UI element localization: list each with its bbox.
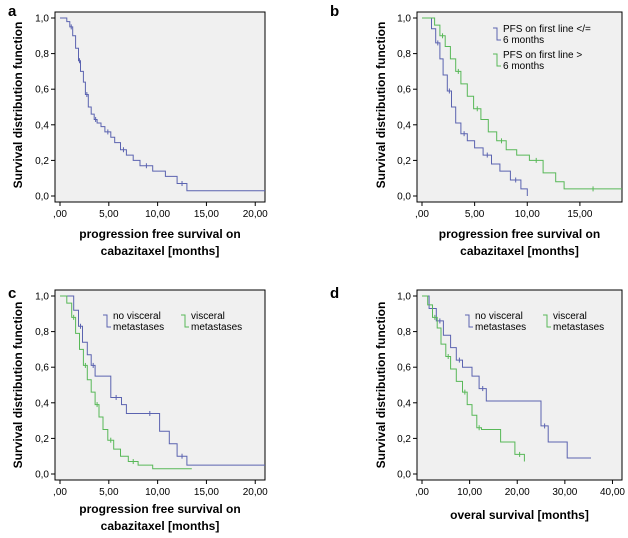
legend-label: visceral <box>553 311 587 322</box>
y-axis-label: Survival distribution function <box>11 302 25 469</box>
legend-label: metastases <box>191 322 242 333</box>
legend-label: visceral <box>191 311 225 322</box>
y-tick-label: 1,0 <box>397 14 411 25</box>
legend-label: 6 months <box>503 35 544 46</box>
y-tick-label: 0,8 <box>35 49 49 60</box>
plot-area <box>54 289 266 481</box>
x-tick-label: 15,00 <box>194 209 219 220</box>
legend-swatch <box>465 314 473 328</box>
y-tick-label: 0,4 <box>35 398 49 409</box>
y-axis-label: Survival distribution function <box>374 302 388 469</box>
legend-label: 6 months <box>503 61 544 72</box>
x-tick-label: 10,00 <box>457 487 482 498</box>
legend-swatch <box>103 314 111 328</box>
legend-label: metastases <box>553 322 604 333</box>
x-tick-label: 20,00 <box>243 209 268 220</box>
panel-letter: a <box>8 3 17 20</box>
panel-letter: b <box>330 3 339 20</box>
y-tick-label: 0,4 <box>397 398 411 409</box>
x-tick-label: ,00 <box>53 209 67 220</box>
series-line <box>422 295 591 459</box>
series-line <box>422 17 528 196</box>
y-tick-label: 0,6 <box>35 85 49 96</box>
y-tick-label: 0,2 <box>397 156 411 167</box>
y-tick-label: 0,0 <box>35 470 49 481</box>
x-tick-label: 10,00 <box>145 209 170 220</box>
legend-label: no visceral <box>475 311 523 322</box>
series-line <box>60 295 265 466</box>
y-axis-label: Survival distribution function <box>11 22 25 189</box>
y-tick-label: 0,8 <box>35 327 49 338</box>
x-tick-label: 40,00 <box>600 487 625 498</box>
x-tick-label: ,00 <box>415 487 429 498</box>
x-tick-label: 5,00 <box>99 487 119 498</box>
y-tick-label: 0,6 <box>35 363 49 374</box>
y-tick-label: 0,6 <box>397 363 411 374</box>
x-tick-label: 5,00 <box>465 209 485 220</box>
y-tick-label: 0,0 <box>397 470 411 481</box>
x-tick-label: ,00 <box>415 209 429 220</box>
x-axis-label: progression free survival on <box>79 227 240 241</box>
x-tick-label: ,00 <box>53 487 67 498</box>
x-axis-label: progression free survival on <box>439 227 600 241</box>
panel-d: d 0,0 0,2 0,4 0,6 0,8 1,0 ,00 10,00 20,00 30,00 40,… <box>330 285 625 522</box>
panel-c: c 0,0 0,2 0,4 0,6 0,8 1,0 ,00 5,00 10,00 15,00 20,0… <box>8 285 268 533</box>
legend-label: metastases <box>113 322 164 333</box>
y-axis-label: Survival distribution function <box>374 22 388 189</box>
legend-swatch <box>543 314 551 328</box>
y-tick-label: 0,8 <box>397 49 411 60</box>
series-line <box>422 295 525 462</box>
x-axis-label: cabazitaxel [months] <box>101 244 220 258</box>
y-tick-label: 0,8 <box>397 327 411 338</box>
legend-label: PFS on first line </= <box>503 24 591 35</box>
x-tick-label: 15,00 <box>194 487 219 498</box>
x-tick-label: 20,00 <box>243 487 268 498</box>
y-tick-label: 0,2 <box>397 434 411 445</box>
y-tick-label: 0,4 <box>35 120 49 131</box>
y-tick-label: 0,2 <box>35 156 49 167</box>
y-tick-label: 0,6 <box>397 85 411 96</box>
series-line <box>422 17 622 190</box>
plot-area <box>54 11 266 203</box>
x-tick-label: 20,00 <box>505 487 530 498</box>
legend-swatch <box>493 27 501 41</box>
panel-b: b 0,0 0,2 0,4 0,6 0,8 1,0 ,00 5,00 10,00 15,00 Surv… <box>330 3 623 258</box>
panel-letter: c <box>8 285 16 302</box>
y-tick-label: 0,0 <box>35 192 49 203</box>
panel-a: a 0,0 0,2 0,4 0,6 0,8 1,0 ,00 5,00 10,00 15,00 20,0… <box>8 3 268 258</box>
x-tick-label: 5,00 <box>99 209 119 220</box>
x-tick-label: 10,00 <box>515 209 540 220</box>
x-axis-label: cabazitaxel [months] <box>460 244 579 258</box>
legend-label: PFS on first line > <box>503 50 582 61</box>
panel-letter: d <box>330 285 339 302</box>
x-tick-label: 30,00 <box>552 487 577 498</box>
legend-label: metastases <box>475 322 526 333</box>
x-axis-label: overal survival [months] <box>450 508 589 522</box>
y-tick-label: 1,0 <box>35 292 49 303</box>
y-tick-label: 1,0 <box>397 292 411 303</box>
series-line <box>60 17 265 192</box>
x-axis-label: progression free survival on <box>79 502 240 516</box>
y-tick-label: 0,0 <box>397 192 411 203</box>
legend-swatch <box>181 314 189 328</box>
y-tick-label: 0,4 <box>397 120 411 131</box>
x-axis-label: cabazitaxel [months] <box>101 519 220 533</box>
y-tick-label: 1,0 <box>35 14 49 25</box>
legend-label: no visceral <box>113 311 161 322</box>
plot-area <box>416 289 623 481</box>
x-tick-label: 15,00 <box>567 209 592 220</box>
y-tick-label: 0,2 <box>35 434 49 445</box>
legend-swatch <box>493 53 501 67</box>
x-tick-label: 10,00 <box>145 487 170 498</box>
